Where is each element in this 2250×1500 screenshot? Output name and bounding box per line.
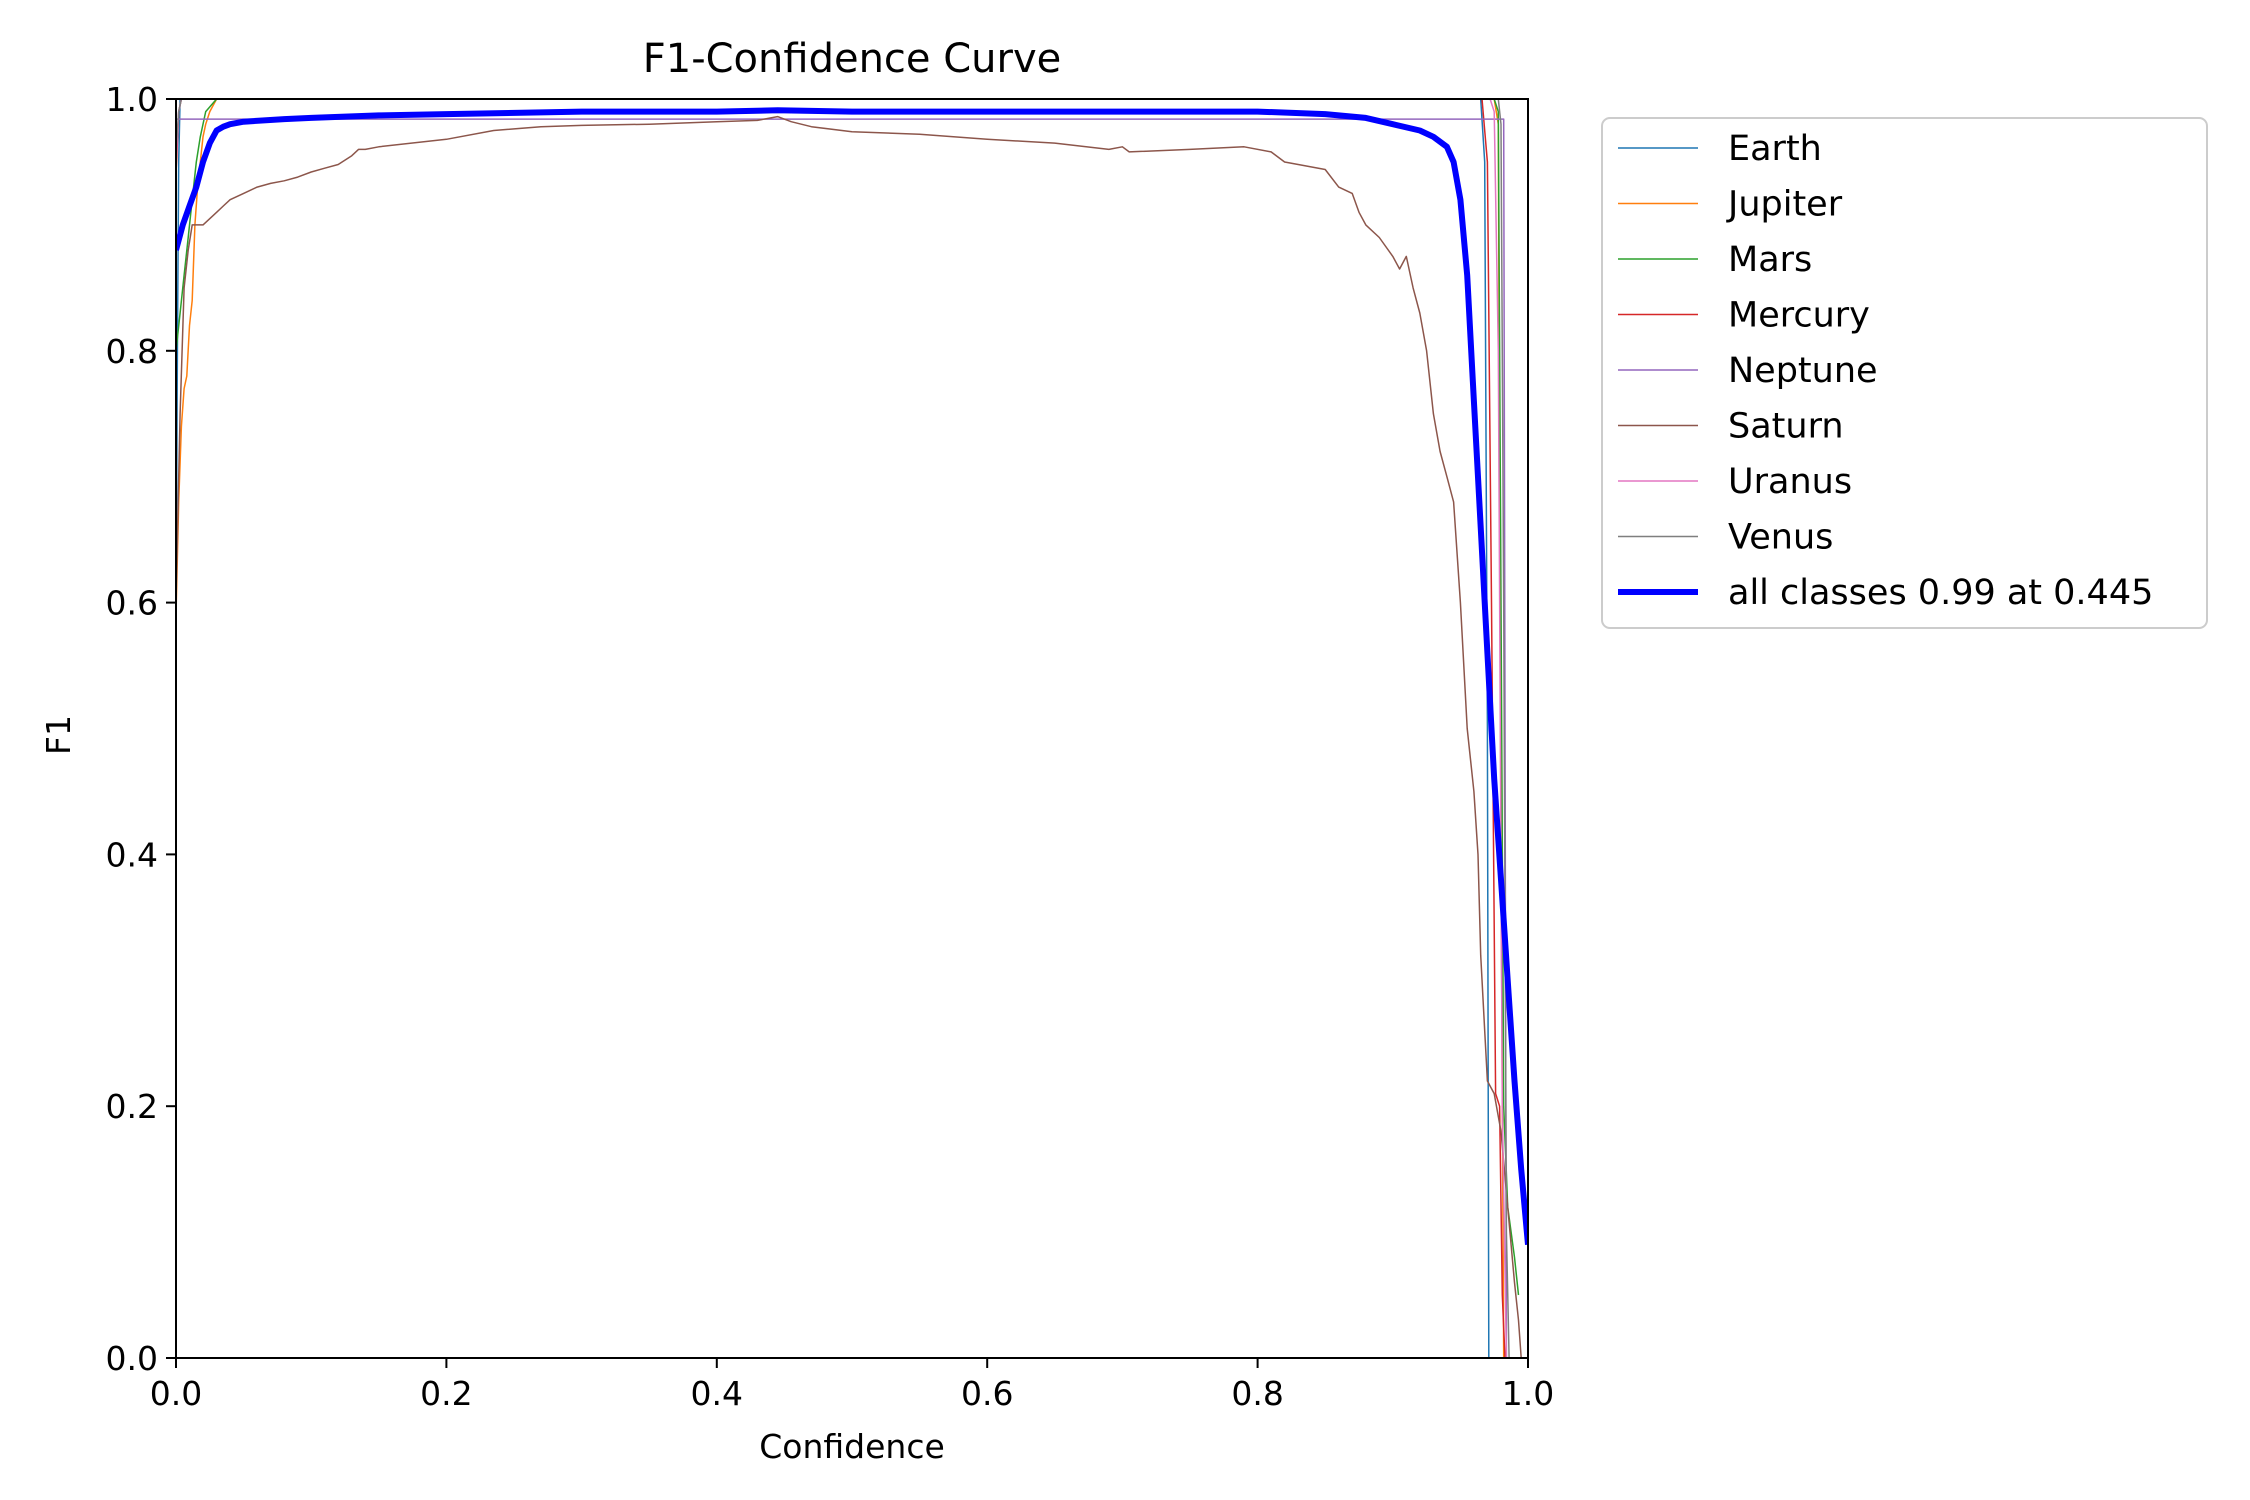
x-tick-label: 0.8 [1231,1374,1283,1413]
legend-label: Earth [1728,129,1822,169]
legend-label: Neptune [1728,351,1878,391]
y-tick-label: 0.6 [106,584,158,623]
plot-frame [175,98,1529,1359]
series-line-saturn [176,115,1522,1358]
series-line-earth [176,98,1490,1358]
series-line-jupiter [176,98,1505,1358]
x-tick-label: 0.6 [961,1374,1013,1413]
y-tick-label: 0.8 [106,332,158,371]
series-layer [176,98,1528,1358]
axis-ticks: 0.0 0.2 0.4 0.6 0.8 1.0 0.0 0.2 0.4 0.6 0.8 1.0 [106,80,1555,1413]
y-tick-label: 0.4 [106,835,158,874]
legend-box [1601,117,2208,629]
y-tick-label: 1.0 [106,80,158,119]
x-tick-label: 0.4 [691,1374,743,1413]
series-line-mercury [176,98,1506,1358]
legend-label: Uranus [1728,462,1852,502]
y-axis-label: F1 [39,715,78,755]
y-tick-label: 0.0 [106,1339,158,1378]
chart-title: F1-Confidence Curve [643,36,1062,82]
series-line-all [176,107,1528,1245]
legend-label: Venus [1728,518,1833,558]
x-axis-label: Confidence [759,1427,945,1466]
series-line-venus [176,98,1510,1358]
series-line-neptune [176,118,1508,1358]
series-line-mars [176,98,1520,1296]
x-tick-label: 1.0 [1502,1374,1554,1413]
legend: Earth Jupiter Mars Mercury Neptune Saturn Uran… [1601,117,2208,629]
legend-label: Mercury [1728,296,1870,336]
legend-label: all classes 0.99 at 0.445 [1728,573,2153,613]
series-line-uranus [176,98,1508,1358]
x-tick-label: 0.0 [150,1374,202,1413]
y-tick-label: 0.2 [106,1087,158,1126]
legend-label: Jupiter [1726,185,1843,225]
x-tick-label: 0.2 [420,1374,472,1413]
legend-label: Mars [1728,240,1812,280]
legend-label: Saturn [1728,407,1844,447]
